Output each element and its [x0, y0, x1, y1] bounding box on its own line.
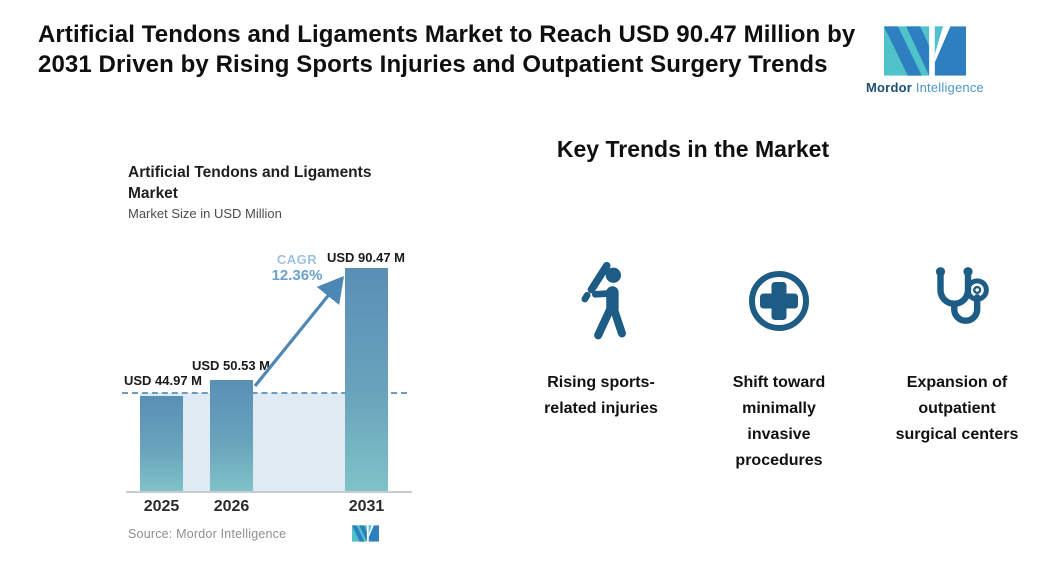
mordor-intelligence-mini-logo-icon [352, 525, 379, 542]
mordor-intelligence-logo-icon [884, 26, 966, 76]
cagr-value: 12.36% [271, 267, 323, 284]
baseball-batter-icon [581, 261, 626, 340]
page-title: Artificial Tendons and Ligaments Market … [38, 21, 856, 78]
bar-value-2031: USD 90.47 M [326, 250, 406, 265]
x-tick-2025: 2025 [143, 498, 180, 515]
trend-item-outpatient-centers: Expansion of outpatient surgical centers [868, 256, 1046, 474]
trends-heading: Key Trends in the Market [556, 136, 830, 162]
x-tick-2031: 2031 [348, 498, 385, 515]
chart-dashed-reference-line [122, 392, 407, 394]
bar-2026 [210, 380, 253, 491]
medical-cross-circle-icon [749, 271, 809, 331]
x-tick-2026: 2026 [213, 498, 250, 515]
cagr-annotation: CAGR 12.36% [258, 252, 336, 284]
trend-item-sports-injuries: Rising sports-related injuries [512, 256, 690, 474]
brand-logo: Mordor Intelligence [860, 26, 990, 95]
trend-caption-minimally-invasive: Shift toward minimally invasive procedur… [732, 374, 826, 469]
brand-wordmark: Mordor Intelligence [860, 80, 990, 95]
trend-caption-outpatient-centers: Expansion of outpatient surgical centers [895, 374, 1019, 443]
chart-title: Artificial Tendons and Ligaments Market [128, 164, 372, 202]
trends-grid: Rising sports-related injuries Shift tow… [512, 256, 1046, 474]
brand-word-primary: Mordor [866, 80, 912, 95]
bar-value-2026: USD 50.53 M [191, 358, 271, 373]
chart-x-axis [126, 491, 412, 493]
chart-subtitle: Market Size in USD Million [128, 206, 282, 221]
bar-2031 [345, 268, 388, 491]
bar-value-2025: USD 44.97 M [123, 373, 203, 388]
trend-item-minimally-invasive: Shift toward minimally invasive procedur… [690, 256, 868, 474]
bar-2025 [140, 396, 183, 491]
cagr-label: CAGR [276, 252, 318, 267]
chart-source: Source: Mordor Intelligence [128, 527, 287, 541]
brand-word-secondary: Intelligence [915, 80, 984, 95]
trend-caption-sports-injuries: Rising sports-related injuries [544, 374, 658, 417]
stethoscope-icon [935, 267, 989, 324]
